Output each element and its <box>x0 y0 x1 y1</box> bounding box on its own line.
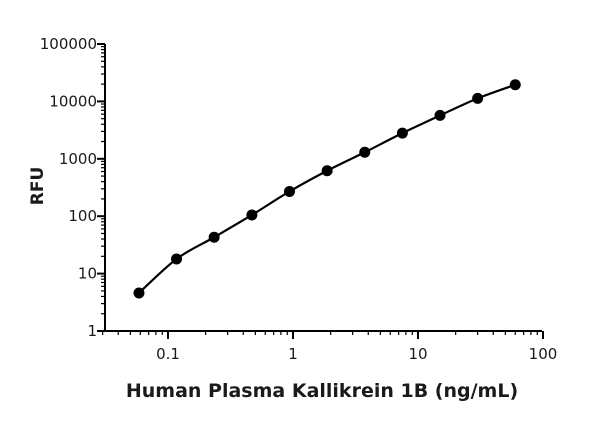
data-point <box>171 253 183 265</box>
y-axis-ticks: 1 10 100 1000 10000 100000 <box>40 35 105 340</box>
y-tick-label: 10000 <box>49 92 97 110</box>
y-axis-title: RFU <box>28 167 48 206</box>
data-point <box>359 146 371 158</box>
x-axis-title: Human Plasma Kallikrein 1B (ng/mL) <box>126 380 518 402</box>
y-tick-label: 100000 <box>40 35 97 53</box>
y-tick-label: 1 <box>87 322 97 340</box>
data-point <box>133 287 145 299</box>
data-point <box>472 92 484 104</box>
fit-curve <box>138 83 516 294</box>
x-axis-ticks: 0.1 1 10 100 <box>102 331 558 363</box>
x-tick-label: 0.1 <box>156 345 180 363</box>
data-point <box>246 209 258 221</box>
data-point <box>434 109 446 121</box>
data-points <box>133 79 521 299</box>
axes <box>102 44 542 332</box>
x-tick-label: 100 <box>529 345 558 363</box>
data-point <box>509 79 521 91</box>
y-tick-label: 100 <box>68 207 97 225</box>
data-point <box>396 127 408 139</box>
x-tick-label: 10 <box>408 345 427 363</box>
y-tick-label: 10 <box>78 265 97 283</box>
y-tick-label: 1000 <box>59 150 97 168</box>
x-tick-label: 1 <box>288 345 298 363</box>
data-point <box>284 185 296 197</box>
data-point <box>208 231 220 243</box>
data-point <box>321 165 333 177</box>
